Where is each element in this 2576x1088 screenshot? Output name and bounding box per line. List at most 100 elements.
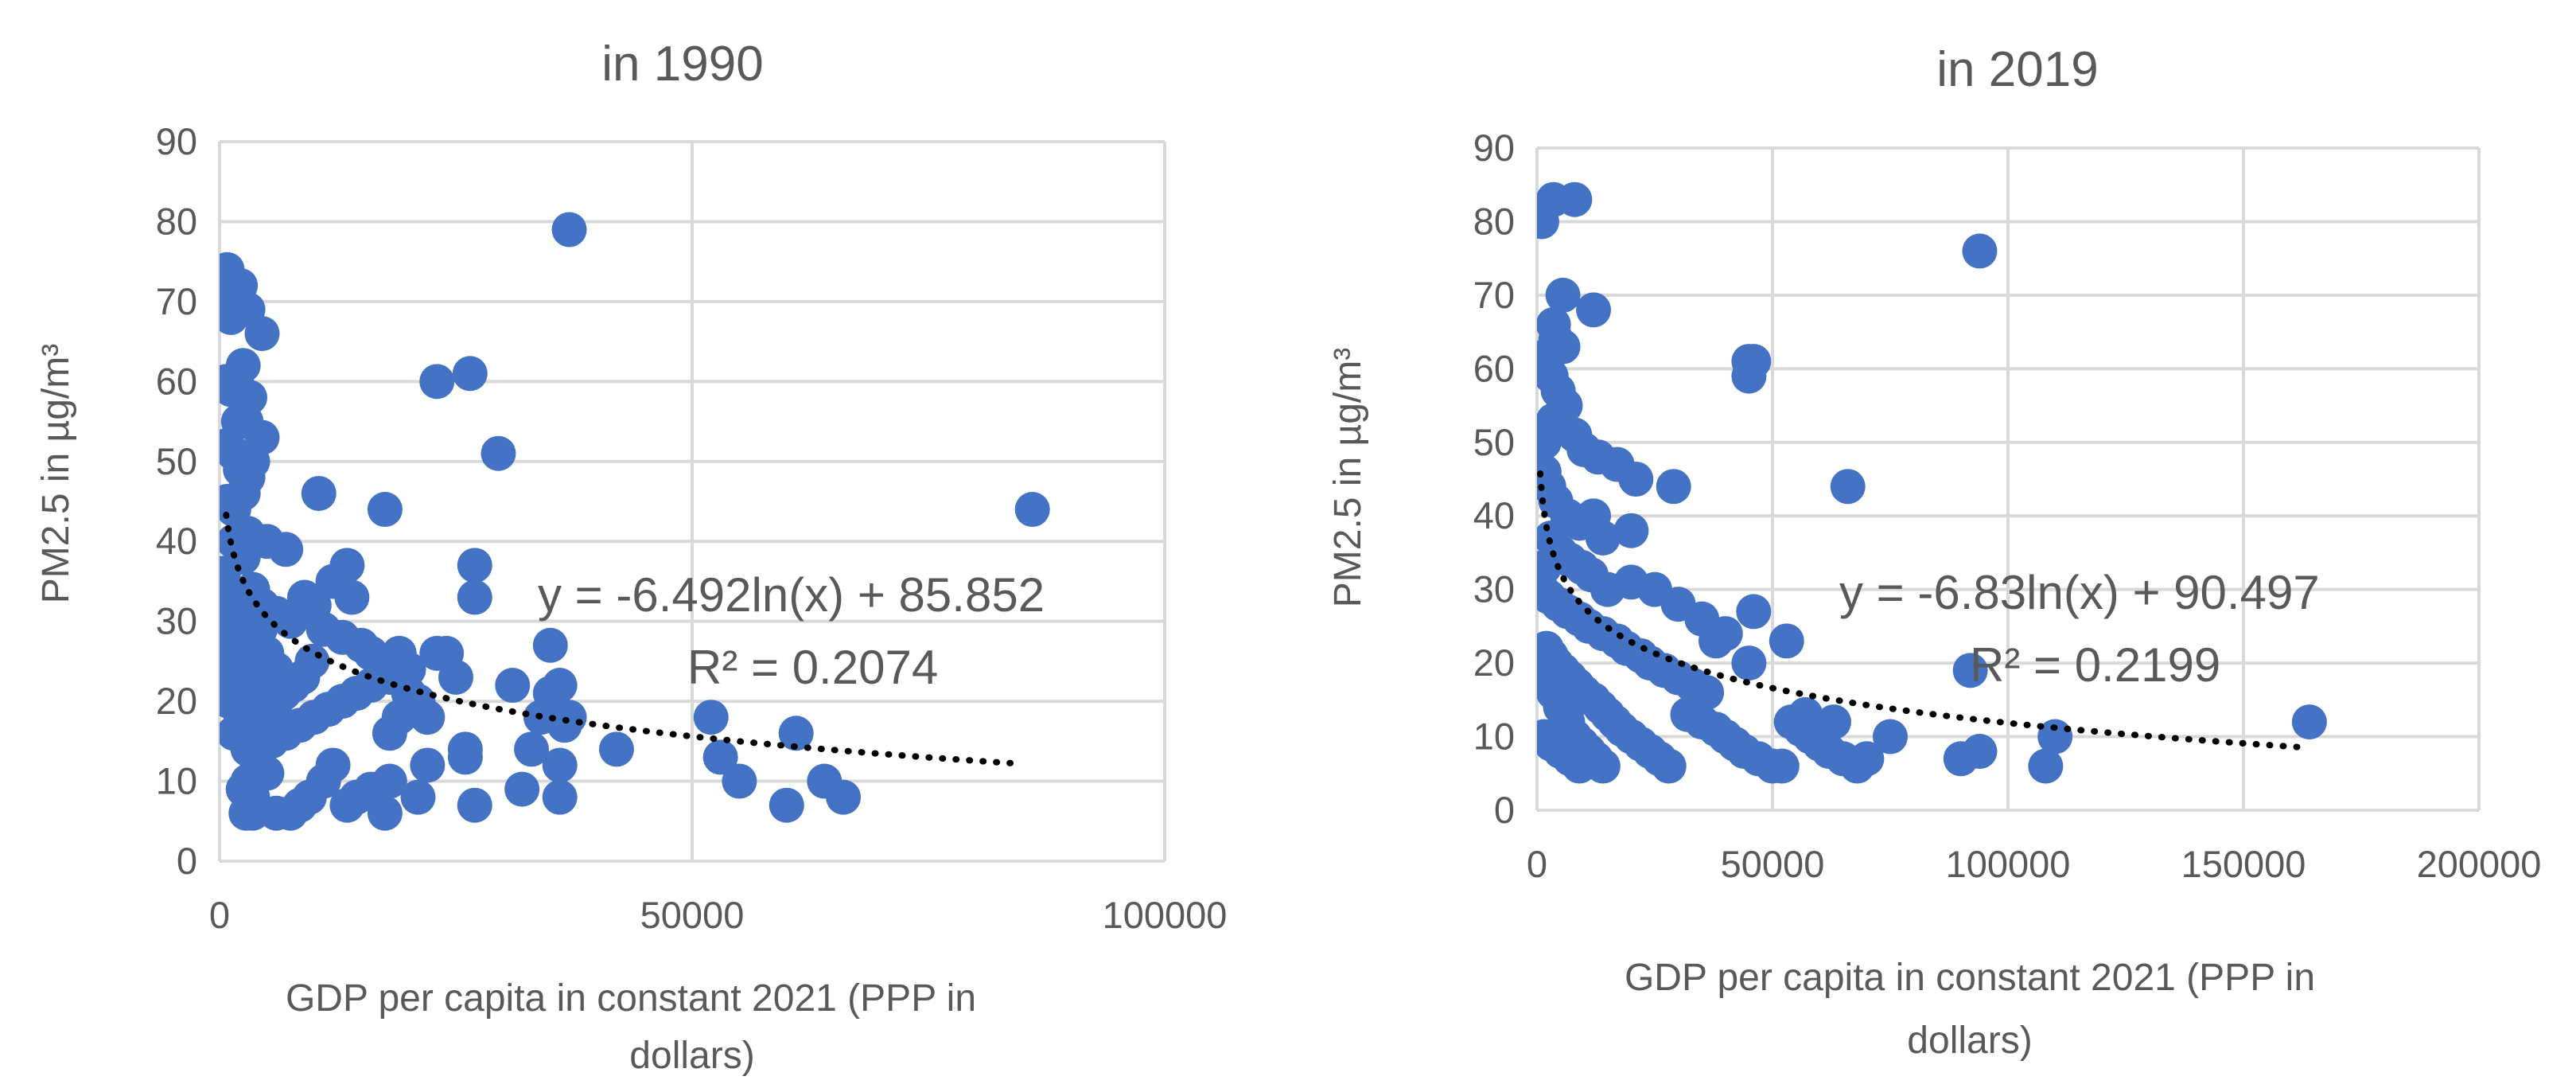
chart-1990-y-tick-label: 70: [156, 280, 197, 322]
chart-1990-y-axis-label: PM2.5 in µg/m³: [35, 344, 77, 603]
chart-1990-y-tick-label: 50: [156, 440, 197, 482]
chart-1990-data-point: [329, 548, 365, 583]
chart-2019-data-point: [1962, 233, 1998, 269]
chart-1990-trendline: [223, 511, 1026, 767]
chart-2019-x-tick-label: 0: [1527, 843, 1547, 885]
chart-2019-data-point: [2291, 704, 2327, 740]
chart-1990-y-tick-label: 10: [156, 760, 197, 802]
chart-2019-y-ticks: 0 10 20 30 40 50 60 70 80 90: [1473, 127, 1515, 831]
chart-1990-data-point: [301, 475, 337, 511]
chart-2019-y-tick-label: 70: [1473, 274, 1515, 316]
chart-1990-data-point: [778, 716, 814, 751]
chart-1990-data-point: [457, 548, 492, 583]
chart-1990-y-ticks: 0 10 20 30 40 50 60 70 80 90: [156, 120, 197, 882]
chart-1990-data-point: [514, 731, 550, 767]
chart-2019-data-point: [2037, 719, 2073, 755]
chart-1990-data-point: [457, 579, 492, 615]
chart-2019-data-point: [1952, 653, 1988, 688]
chart-1990-data-point: [410, 747, 446, 783]
chart-2019-data-point: [1830, 469, 1866, 505]
chart-2019-y-axis-label: PM2.5 in µg/m³: [1327, 348, 1369, 607]
chart-1990-x-ticks: 0 50000 100000: [209, 894, 1227, 936]
chart-1990-data-point: [259, 651, 294, 687]
chart-1990-x-tick-label: 0: [209, 894, 230, 936]
chart-2019-data-point: [1962, 734, 1998, 770]
chart-1990-y-tick-label: 90: [156, 120, 197, 162]
chart-1990-data-point: [391, 651, 426, 687]
chart-2019-grid: [1535, 146, 2481, 812]
chart-2019-points: [1537, 181, 2327, 784]
chart-1990-data-point: [504, 771, 540, 807]
chart-1990-data-point: [598, 731, 634, 767]
chart-1990-y-tick-label: 80: [156, 200, 197, 242]
chart-1990-title: in 1990: [601, 37, 763, 92]
chart-2019: 0 10 20 30 40 50 60 70 80 90 0 50000 100000 150000 20…: [1327, 42, 2541, 1062]
chart-2019-x-tick-label: 100000: [1946, 843, 2071, 885]
chart-1990-data-point: [438, 659, 473, 695]
chart-2019-y-tick-label: 20: [1473, 641, 1515, 684]
chart-1990-y-tick-label: 20: [156, 680, 197, 722]
chart-2019-data-point: [1815, 704, 1851, 740]
chart-1990-data-point: [1014, 492, 1050, 528]
chart-1990-data-point: [702, 739, 738, 775]
chart-2019-data-point: [1557, 181, 1593, 217]
chart-2019-x-ticks: 0 50000 100000 150000 200000: [1527, 843, 2541, 885]
chart-1990-data-point: [400, 779, 436, 815]
chart-1990-data-point: [722, 763, 757, 799]
chart-2019-data-point: [1736, 594, 1772, 630]
chart-1990-trendline-equation: y = -6.492ln(x) + 85.852: [538, 568, 1045, 622]
chart-1990-data-point: [481, 435, 516, 471]
chart-1990-data-point: [243, 611, 278, 647]
chart-2019-data-point: [1764, 748, 1800, 784]
chart-1990-x-axis-label-line2: dollars): [629, 1035, 754, 1077]
chart-2019-x-tick-label: 150000: [2181, 843, 2306, 885]
chart-2019-data-point: [1545, 277, 1581, 313]
chart-1990-data-point: [826, 779, 862, 815]
chart-2019-data-point: [1537, 424, 1562, 460]
chart-1990-data-point: [495, 668, 531, 704]
chart-1990-data-point: [457, 787, 492, 823]
chart-1990-data-point: [693, 700, 729, 735]
chart-1990-data-point: [452, 356, 488, 392]
chart-2019-data-point: [1849, 741, 1885, 777]
chart-1990-y-tick-label: 0: [177, 840, 197, 882]
chart-1990-data-point: [235, 443, 270, 479]
chart-2019-y-tick-label: 30: [1473, 568, 1515, 610]
chart-1990-data-point: [225, 475, 261, 511]
chart-1990-data-point: [532, 627, 568, 663]
chart-1990-points: [220, 212, 1050, 831]
chart-1990-data-point: [551, 700, 587, 735]
chart-1990-data-point: [372, 763, 407, 799]
chart-1990-data-point: [542, 668, 578, 704]
chart-1990-r-squared: R² = 0.2074: [687, 641, 938, 694]
chart-2019-title: in 2019: [1936, 42, 2098, 97]
chart-2019-data-point: [1613, 513, 1649, 548]
chart-2019-data-point: [1562, 748, 1597, 784]
chart-2019-y-tick-label: 50: [1473, 421, 1515, 463]
chart-1990-data-point: [419, 364, 455, 400]
chart-2019-x-axis-label-line1: GDP per capita in constant 2021 (PPP in: [1625, 957, 2315, 999]
chart-2019-data-point: [1769, 623, 1804, 659]
chart-2019-x-tick-label: 200000: [2417, 843, 2542, 885]
chart-2019-y-tick-label: 90: [1473, 127, 1515, 169]
chart-1990-x-tick-label: 100000: [1103, 894, 1228, 936]
chart-2019-data-point: [1731, 358, 1767, 394]
chart-1990-y-tick-label: 40: [156, 520, 197, 562]
chart-1990-data-point: [542, 779, 578, 815]
chart-2019-data-point: [1873, 719, 1908, 755]
chart-2019-data-point: [1698, 623, 1734, 659]
chart-2019-y-tick-label: 80: [1473, 200, 1515, 242]
chart-1990-data-point: [294, 643, 330, 679]
chart-1990-x-tick-label: 50000: [640, 894, 745, 936]
chart-2019-trendline: [1537, 470, 2308, 751]
chart-2019-y-tick-label: 40: [1473, 494, 1515, 536]
chart-2019-x-axis-label-line2: dollars): [1907, 1020, 2032, 1062]
chart-1990-data-point: [315, 747, 351, 783]
chart-2019-y-tick-label: 10: [1473, 716, 1515, 758]
chart-2019-y-tick-label: 0: [1494, 789, 1515, 831]
chart-1990-data-point: [372, 716, 407, 751]
chart-1990-x-axis-label-line1: GDP per capita in constant 2021 (PPP in: [286, 977, 976, 1020]
chart-2019-data-point: [1656, 469, 1691, 505]
chart-2019-data-point: [1731, 645, 1767, 681]
